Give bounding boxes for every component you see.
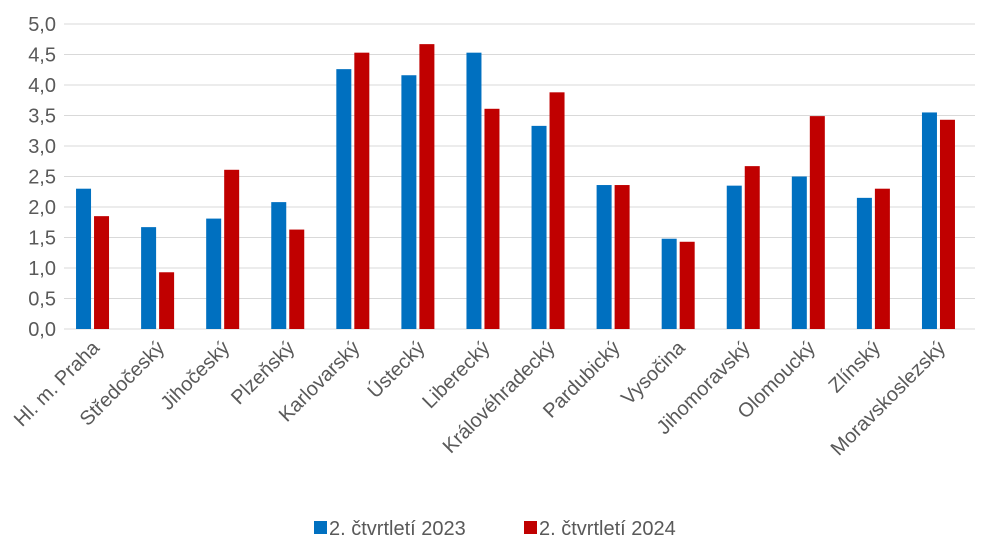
legend-swatch-1 [314, 521, 327, 534]
bar-series-2-12 [874, 188, 890, 329]
bar-series-2-0 [94, 216, 110, 329]
x-category-label: Zlínský [825, 337, 885, 397]
y-tick-label: 1,5 [28, 228, 56, 250]
bar-series-1-10 [726, 185, 742, 329]
y-tick-label: 4,0 [28, 75, 56, 97]
bars [76, 44, 955, 330]
x-category-label: Ústecký [363, 336, 430, 403]
bar-series-1-6 [466, 52, 482, 330]
gridlines [64, 23, 975, 330]
bar-series-1-11 [791, 176, 807, 329]
y-tick-label: 0,5 [28, 289, 56, 311]
y-axis-tick-labels: 0,0 0,5 1,0 1,5 2,0 2,5 3,0 3,5 4,0 4,5 5,0 [28, 14, 56, 341]
bar-series-1-13 [921, 112, 937, 329]
bar-series-1-9 [661, 238, 677, 329]
bar-series-2-4 [354, 52, 370, 330]
bar-series-1-7 [531, 125, 547, 330]
y-tick-label: 1,0 [28, 258, 56, 280]
bar-series-2-7 [549, 92, 565, 329]
legend: 2. čtvrtletí 2023 2. čtvrtletí 2024 [314, 518, 676, 540]
bar-series-2-9 [679, 241, 695, 329]
bar-series-1-0 [76, 188, 92, 329]
x-axis-category-labels: Hl. m. PrahaStředočeskýJihočeskýPlzeňský… [10, 336, 950, 460]
bar-series-2-8 [614, 185, 630, 329]
bar-series-2-13 [939, 119, 955, 330]
y-tick-label: 3,5 [28, 106, 56, 128]
legend-swatch-2 [524, 521, 537, 534]
y-tick-label: 2,5 [28, 167, 56, 189]
x-category-label: Jihočeský [157, 337, 235, 415]
bar-series-2-6 [484, 108, 500, 329]
bar-series-1-3 [271, 202, 287, 329]
bar-series-1-12 [856, 197, 872, 329]
y-tick-label: 3,0 [28, 136, 56, 158]
bar-series-1-4 [336, 69, 352, 329]
x-category-label: Moravskoslezský [827, 337, 950, 460]
y-tick-label: 2,0 [28, 197, 56, 219]
y-tick-label: 4,5 [28, 45, 56, 67]
bar-series-2-3 [289, 229, 305, 329]
bar-series-1-8 [596, 185, 612, 329]
x-category-label: Královéhradecký [439, 337, 560, 458]
bar-series-1-2 [206, 218, 222, 329]
bar-series-1-5 [401, 75, 417, 330]
bar-series-2-1 [159, 272, 175, 329]
legend-label-1: 2. čtvrtletí 2023 [329, 518, 466, 540]
y-tick-label: 5,0 [28, 14, 56, 36]
bar-series-2-2 [224, 169, 240, 329]
bar-series-2-10 [744, 166, 760, 329]
bar-series-2-5 [419, 44, 435, 329]
y-tick-label: 0,0 [28, 319, 56, 341]
bar-series-2-11 [809, 116, 825, 329]
bar-series-1-1 [141, 227, 157, 329]
legend-label-2: 2. čtvrtletí 2024 [539, 518, 676, 540]
